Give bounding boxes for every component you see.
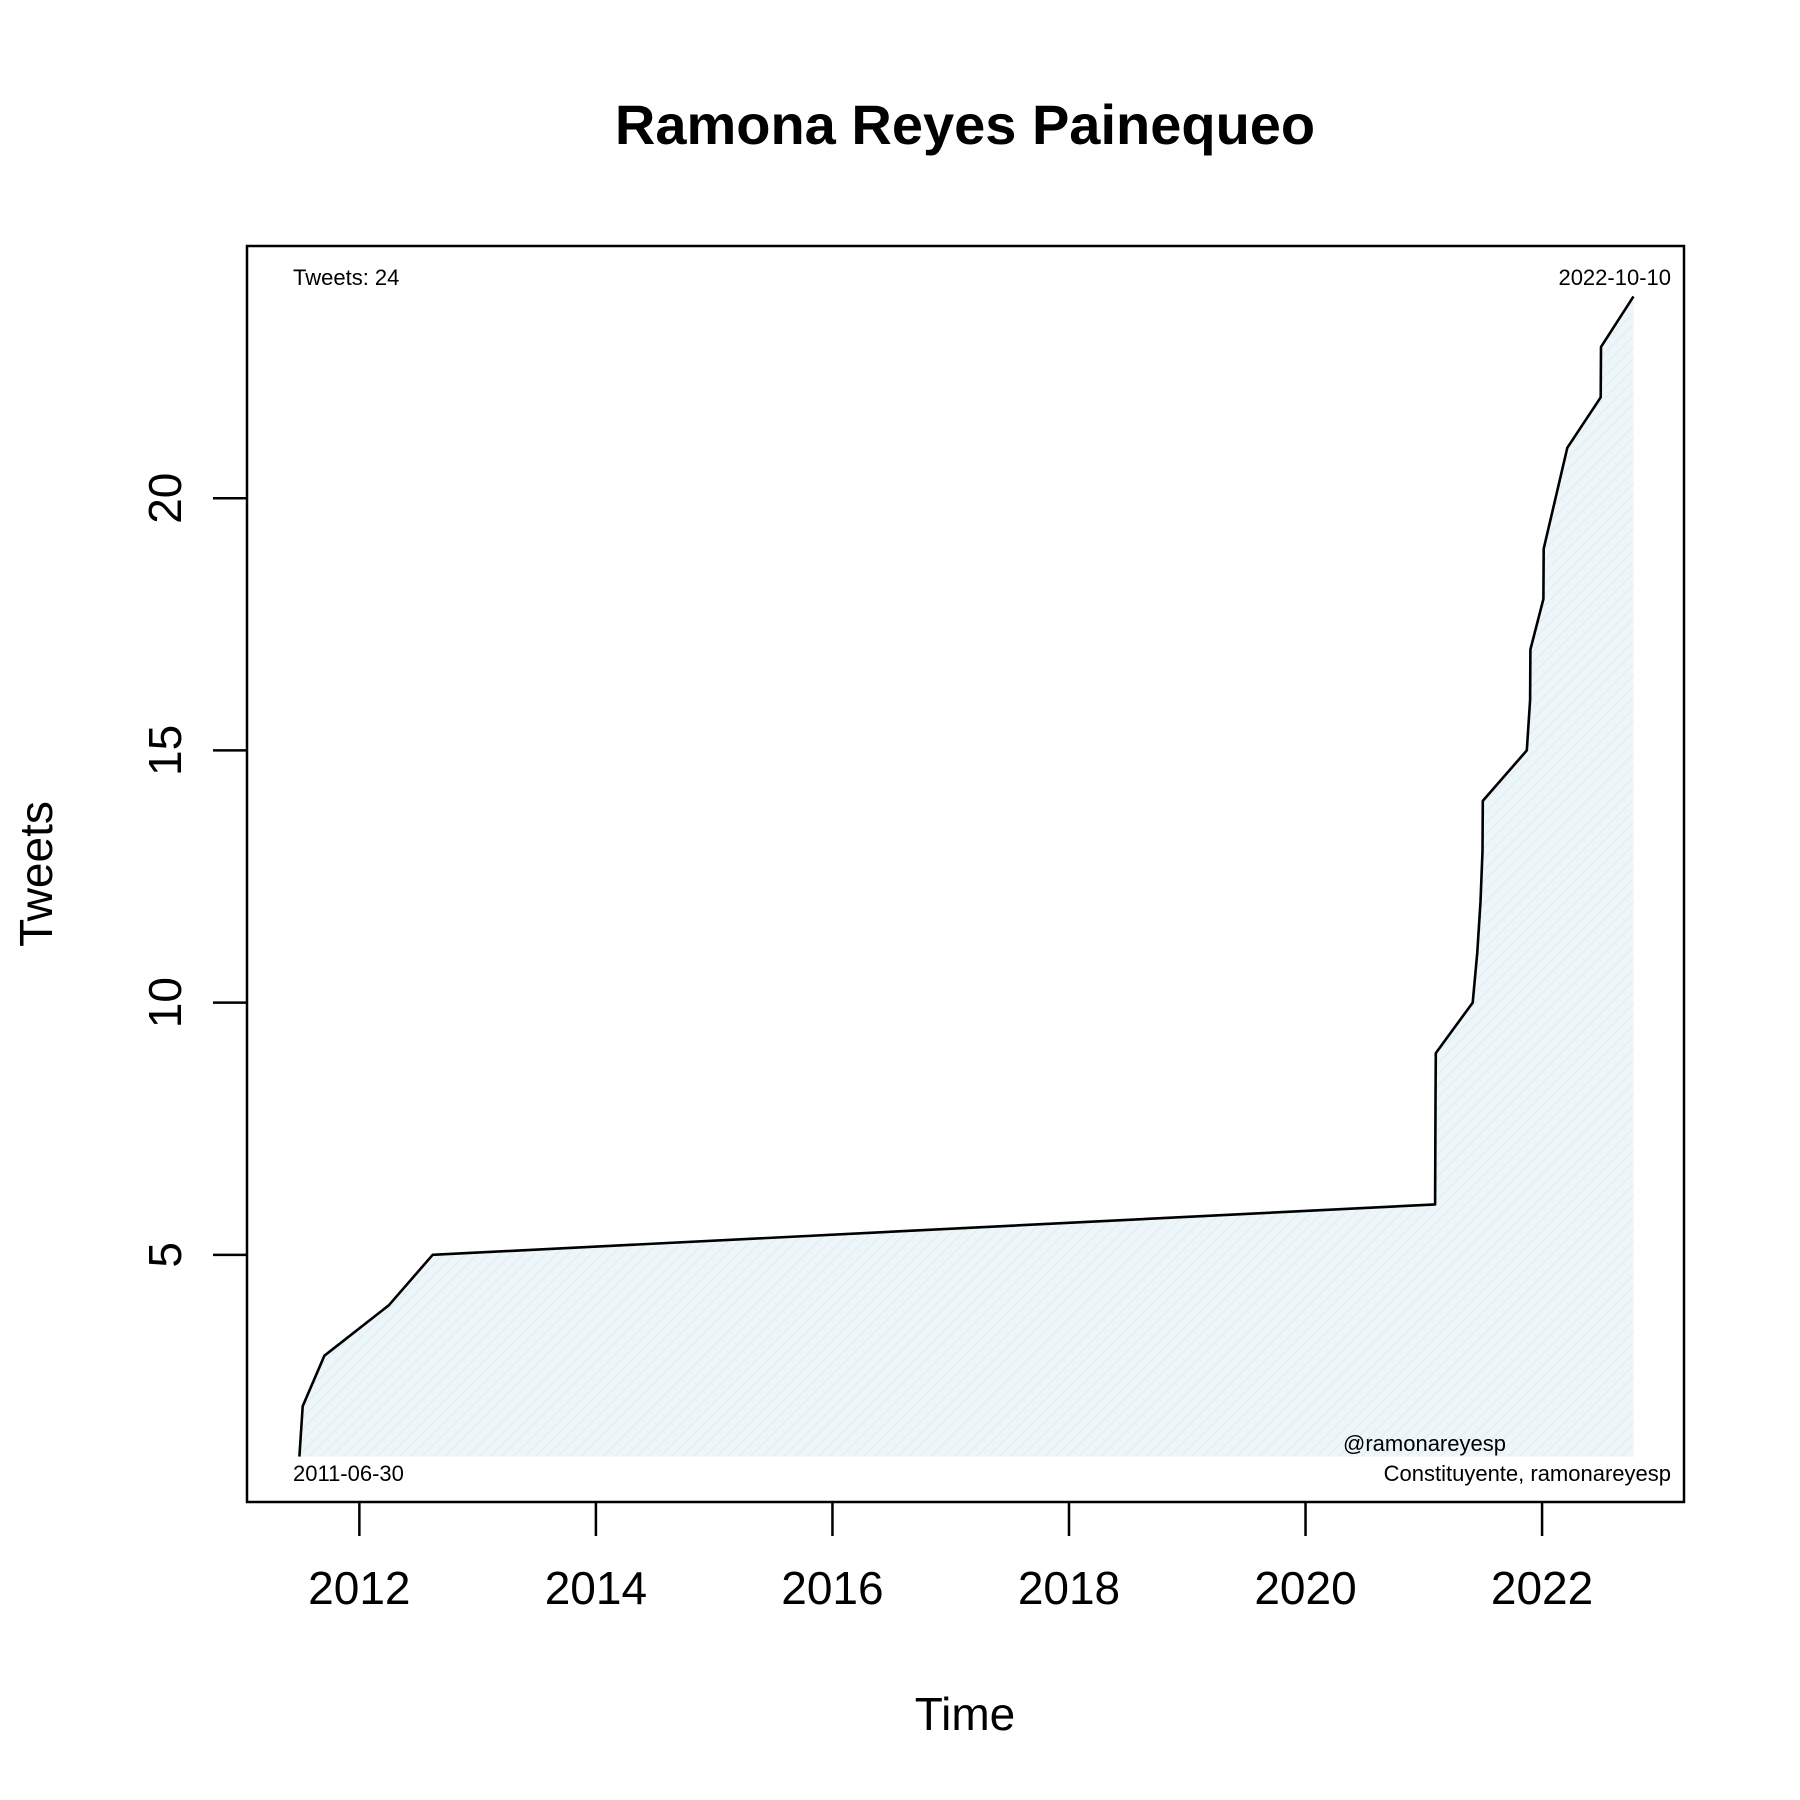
x-tick-label: 2016 bbox=[781, 1562, 883, 1614]
plot-frame bbox=[245, 244, 1686, 1504]
y-axis-title: Tweets bbox=[10, 801, 62, 947]
area-fill bbox=[299, 296, 1634, 1457]
plot-area bbox=[298, 295, 1635, 1457]
y-axis: 5 10 15 20 bbox=[139, 473, 247, 1268]
y-tick-label: 5 bbox=[139, 1242, 191, 1268]
handle-label: @ramonareyesp bbox=[1343, 1431, 1506, 1456]
x-tick-label: 2020 bbox=[1254, 1562, 1356, 1614]
x-tick-label: 2022 bbox=[1491, 1562, 1593, 1614]
chart-title: Ramona Reyes Painequeo bbox=[615, 93, 1315, 156]
description-label: Constituyente, ramonareyesp bbox=[1384, 1461, 1671, 1486]
x-tick-label: 2014 bbox=[545, 1562, 647, 1614]
y-tick-label: 20 bbox=[139, 473, 191, 524]
last-date-label: 2022-10-10 bbox=[1558, 265, 1671, 290]
x-axis-title: Time bbox=[915, 1688, 1016, 1740]
y-tick-label: 10 bbox=[139, 977, 191, 1028]
first-date-label: 2011-06-30 bbox=[293, 1461, 404, 1486]
y-tick-label: 15 bbox=[139, 725, 191, 776]
x-axis: 2012 2014 2016 2018 2020 2022 bbox=[308, 1502, 1593, 1614]
tweet-count-label: Tweets: 24 bbox=[293, 265, 399, 290]
x-tick-label: 2018 bbox=[1018, 1562, 1120, 1614]
series-line bbox=[298, 295, 1635, 1457]
x-tick-label: 2012 bbox=[308, 1562, 410, 1614]
